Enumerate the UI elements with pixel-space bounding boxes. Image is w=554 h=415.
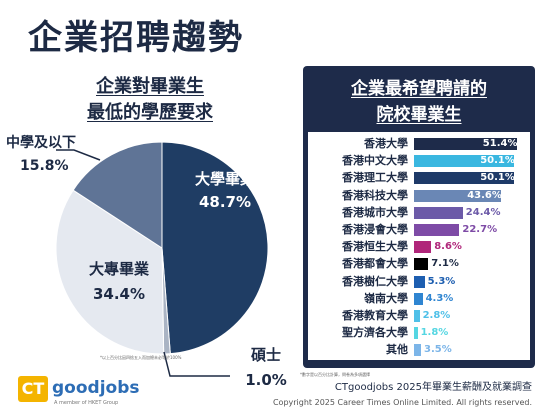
slice-value: 15.8% <box>20 158 69 174</box>
bar-category-label: 香港科技大學 <box>342 188 408 202</box>
slice-value: 34.4% <box>92 285 146 303</box>
bar-category-label: 香港教育大學 <box>342 309 408 322</box>
bar <box>414 292 423 305</box>
bar-category-label: 聖方濟各大學 <box>342 326 408 340</box>
bar-category-label: 香港理工大學 <box>342 171 408 185</box>
bar <box>414 275 425 288</box>
slice-name: 大專畢業 <box>88 260 149 278</box>
survey-title: CTgoodjobs 2025年畢業生薪酬及就業調查 <box>334 382 532 393</box>
slice-value: 1.0% <box>245 371 287 389</box>
slice-value: 48.7% <box>198 193 252 211</box>
bar-category-label: 香港城市大學 <box>342 205 408 219</box>
bar <box>414 310 420 322</box>
bar-value-label: 50.1% <box>480 155 515 167</box>
bar-row: 香港城市大學 24.4% <box>308 205 530 221</box>
secondary-leader-line <box>56 149 101 161</box>
logo-ct: CT <box>18 376 48 402</box>
pie-slice-associate <box>55 189 165 355</box>
bar-row: 香港教育大學 2.8% <box>308 308 530 324</box>
bar-row: 香港中文大學 50.1% <box>308 153 530 169</box>
bar-category-label: 香港浸會大學 <box>342 223 408 236</box>
pie-chart-panel: 企業對畢業生 最低的學歷要求 <box>0 60 300 390</box>
bar <box>414 344 421 357</box>
pie-slice-university <box>161 141 269 355</box>
bar-row: 其他 3.5% <box>308 342 530 358</box>
logo-word: goodjobs <box>52 378 140 398</box>
bar-value-label: 4.3% <box>425 292 454 304</box>
logo-sub: A member of HKET Group <box>54 400 119 406</box>
bar-value-label: 2.8% <box>422 310 451 321</box>
bar-row: 香港大學 51.4% <box>308 136 530 152</box>
pie-footnote: *以上百分比因四捨五入而加總未必等於100% <box>100 355 182 360</box>
bar-category-label: 香港樹仁大學 <box>342 274 408 288</box>
bar-title-line1: 企業最希望聘請的 <box>351 79 487 99</box>
bar <box>414 258 429 271</box>
bar-row: 聖方濟各大學 1.8% <box>308 325 530 341</box>
bar-category-label: 其他 <box>386 343 408 357</box>
bar-value-label: 22.7% <box>462 224 498 235</box>
bar-category-label: 香港大學 <box>364 137 408 150</box>
bar-chart: 香港大學 51.4% 香港中文大學 50.1% 香港理工大學 50.1% 香港科技大學 43.… <box>308 132 530 360</box>
bar-category-label: 香港中文大學 <box>342 154 408 168</box>
bar-value-label: 51.4% <box>482 138 518 149</box>
bar-row: 嶺南大學 4.3% <box>308 291 530 307</box>
bar-value-label: 3.5% <box>424 344 452 356</box>
bar-value-label: 24.4% <box>465 206 501 218</box>
bar <box>414 327 418 340</box>
bar-value-label: 50.1% <box>480 172 515 184</box>
slice-name: 大學畢業 <box>194 170 255 188</box>
page-title: 企業招聘趨勢 <box>28 18 244 58</box>
bar-row: 香港理工大學 50.1% <box>308 170 530 186</box>
bar-footnote: *數字是以百分比計算，問卷為多項選擇 <box>300 372 370 377</box>
bar-value-label: 8.6% <box>434 241 462 253</box>
pie-chart <box>55 141 269 377</box>
bar <box>414 189 502 202</box>
bar-row: 香港科技大學 43.6% <box>308 188 530 204</box>
slice-label-secondary: 中學及以下 15.8% <box>6 132 116 174</box>
bar-row: 香港浸會大學 22.7% <box>308 222 530 238</box>
bar <box>414 172 515 185</box>
slice-label-master: 碩士 1.0% <box>236 344 296 389</box>
slice-label-associate: 大專畢業 34.4% <box>74 258 164 303</box>
bar-category-label: 香港都會大學 <box>342 257 408 271</box>
slice-label-university: 大學畢業 48.7% <box>180 168 270 211</box>
bar-value-label: 7.1% <box>431 258 459 270</box>
bar <box>414 224 460 236</box>
bar-value-label: 5.3% <box>427 275 456 287</box>
slice-name: 中學及以下 <box>6 135 76 151</box>
copyright: Copyright 2025 Career Times Online Limit… <box>272 398 532 407</box>
bar-category-label: 嶺南大學 <box>364 291 408 305</box>
bar-value-label: 43.6% <box>467 189 502 201</box>
master-leader-line <box>163 351 230 377</box>
pie-title-line2: 最低的學歷要求 <box>87 102 213 123</box>
bar-category-label: 香港恒生大學 <box>342 240 408 254</box>
bar <box>414 206 463 219</box>
bar-value-label: 1.8% <box>420 327 449 339</box>
pie-title-line1: 企業對畢業生 <box>96 76 204 97</box>
bar <box>414 155 515 168</box>
bar-row: 香港恒生大學 8.6% <box>308 239 530 255</box>
bar <box>414 138 517 150</box>
pie-slice-secondary <box>72 141 163 249</box>
bar-row: 香港都會大學 7.1% <box>308 256 530 272</box>
bar-row: 香港樹仁大學 5.3% <box>308 274 530 290</box>
bar-title-line2: 院校畢業生 <box>376 105 462 125</box>
slice-name: 碩士 <box>250 346 281 364</box>
bar <box>414 241 432 254</box>
